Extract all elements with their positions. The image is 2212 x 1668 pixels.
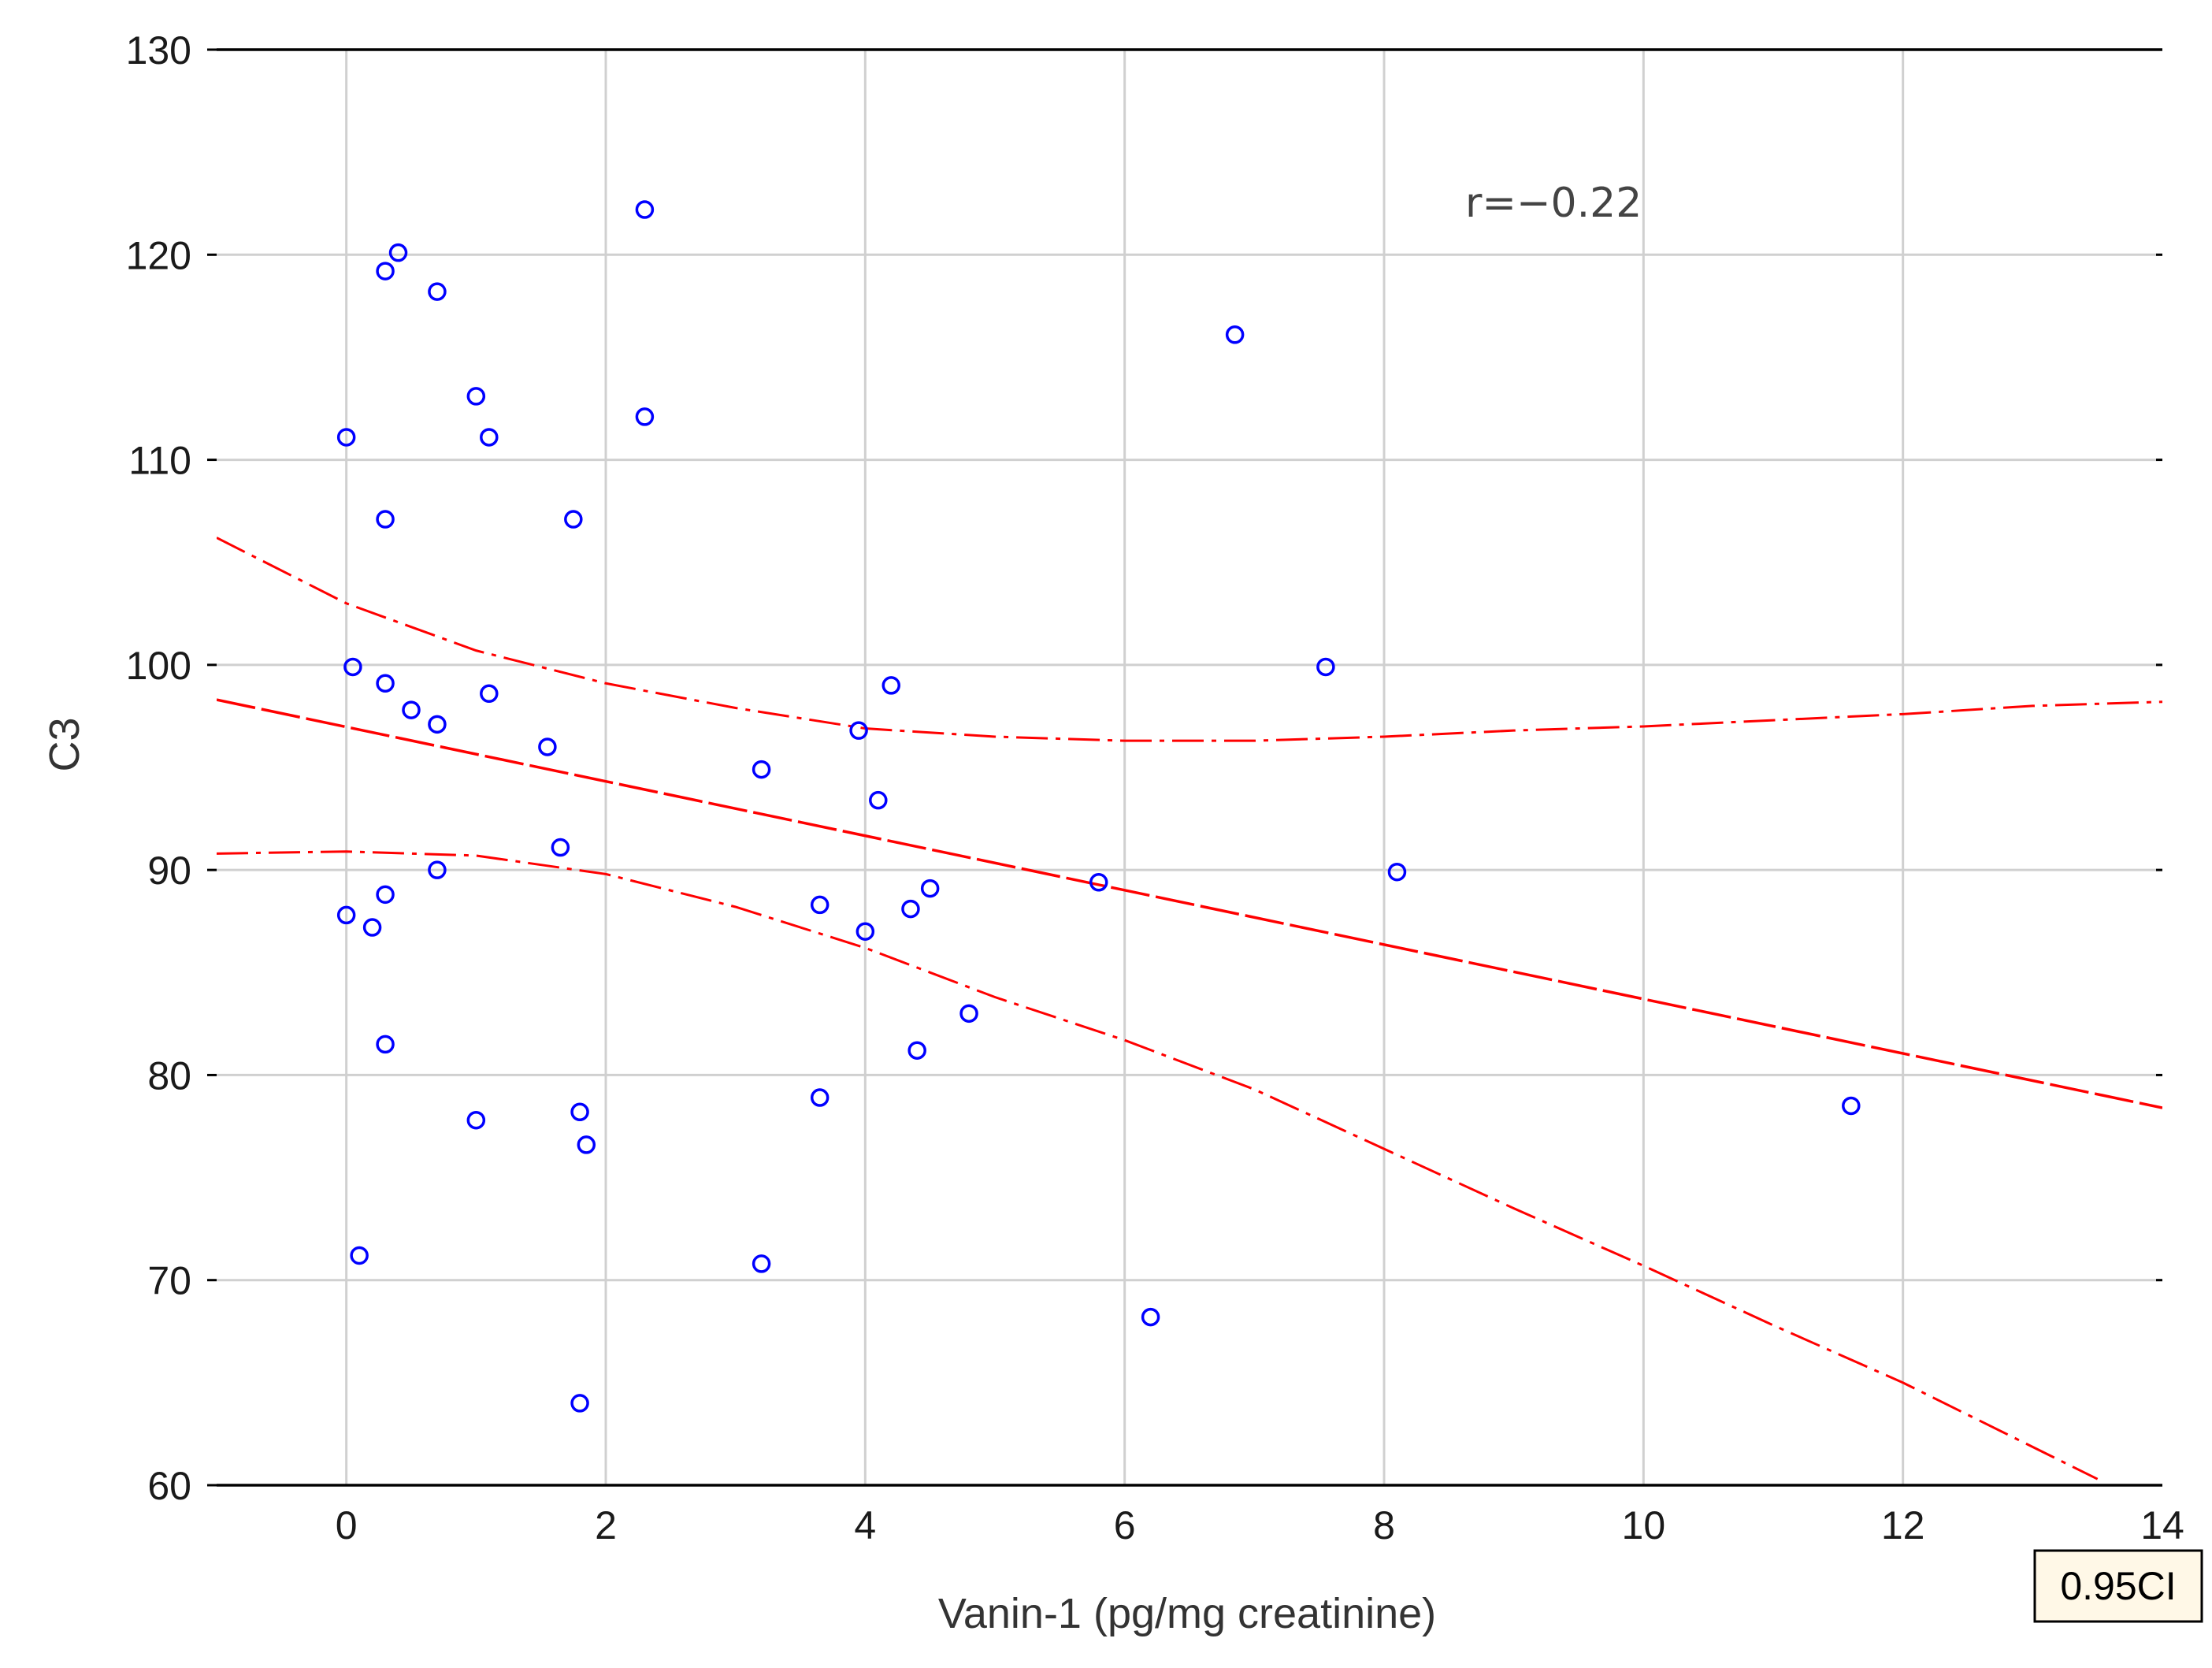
x-tick-label: 2 xyxy=(595,1503,617,1547)
axes xyxy=(207,48,2162,1487)
ci-lower-line xyxy=(217,850,2099,1480)
x-tick-label: 12 xyxy=(1881,1503,1925,1547)
data-point xyxy=(810,895,830,915)
data-point xyxy=(881,676,901,695)
legend-box: 0.95CI xyxy=(2033,1549,2203,1623)
data-point xyxy=(1141,1307,1160,1327)
y-tick-label: 100 xyxy=(126,644,191,688)
data-point xyxy=(388,243,408,262)
ci-upper-line xyxy=(217,537,2162,742)
x-tick-label: 10 xyxy=(1622,1503,1666,1547)
data-point xyxy=(336,905,356,925)
data-point xyxy=(1387,862,1407,882)
x-tick-label: 8 xyxy=(1373,1503,1395,1547)
y-tick-label: 70 xyxy=(147,1259,191,1303)
data-point xyxy=(538,737,557,756)
data-point xyxy=(907,1041,926,1060)
tick-labels: 0 2 4 6 8 10 12 14 60 70 80 90 100 110 120 130 xyxy=(126,28,2184,1547)
data-point xyxy=(376,510,395,529)
data-point xyxy=(855,922,875,941)
data-point xyxy=(376,674,395,693)
data-point xyxy=(570,1394,589,1413)
data-point xyxy=(466,1110,486,1130)
data-point xyxy=(376,262,395,280)
correlation-annotation: r=−0.22 xyxy=(1465,180,1642,227)
data-point xyxy=(480,684,499,704)
regression-line xyxy=(217,698,2162,1109)
data-point xyxy=(343,657,362,677)
legend-label: 0.95CI xyxy=(2060,1564,2176,1608)
x-axis-title: Vanin-1 (pg/mg creatinine) xyxy=(938,1590,1436,1637)
y-tick-label: 80 xyxy=(147,1053,191,1098)
data-points xyxy=(336,200,1861,1413)
data-point xyxy=(635,200,655,219)
data-point xyxy=(849,721,868,740)
data-point xyxy=(810,1088,830,1107)
regression-layer xyxy=(217,537,2162,1480)
data-point xyxy=(1089,873,1108,892)
x-tick-label: 14 xyxy=(2140,1503,2184,1547)
data-point xyxy=(920,879,940,898)
x-tick-label: 0 xyxy=(336,1503,358,1547)
grid-lines xyxy=(217,50,2162,1485)
data-point xyxy=(752,760,771,779)
data-point xyxy=(564,510,583,529)
y-axis-title: C3 xyxy=(41,717,88,771)
data-point xyxy=(402,700,421,719)
x-tick-label: 4 xyxy=(854,1503,876,1547)
y-tick-label: 110 xyxy=(128,439,191,483)
data-point xyxy=(428,715,447,734)
data-point xyxy=(551,838,570,857)
data-point xyxy=(1842,1096,1861,1116)
y-tick-label: 90 xyxy=(147,849,191,893)
data-point xyxy=(869,790,888,810)
data-point xyxy=(635,407,655,426)
data-point xyxy=(959,1004,978,1023)
data-point xyxy=(376,885,395,905)
data-point xyxy=(376,1035,395,1054)
y-tick-label: 120 xyxy=(126,233,191,277)
data-point xyxy=(336,428,356,447)
data-point xyxy=(752,1254,771,1273)
data-point xyxy=(570,1102,589,1122)
y-tick-label: 130 xyxy=(126,28,191,72)
data-point xyxy=(901,899,920,919)
legend-frame xyxy=(2033,1549,2203,1623)
data-point xyxy=(350,1246,369,1265)
data-point xyxy=(428,860,447,879)
data-point xyxy=(362,918,382,937)
data-point xyxy=(1316,657,1335,677)
data-point xyxy=(577,1135,596,1154)
data-point xyxy=(1225,325,1245,344)
data-point xyxy=(480,428,499,447)
data-point xyxy=(466,387,486,406)
x-tick-label: 6 xyxy=(1114,1503,1136,1547)
y-tick-label: 60 xyxy=(147,1464,191,1508)
data-point xyxy=(428,282,447,301)
